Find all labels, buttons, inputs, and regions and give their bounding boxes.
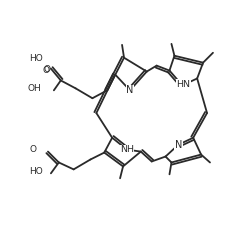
- Text: O: O: [42, 66, 49, 75]
- Text: HO: HO: [29, 54, 43, 63]
- Text: O: O: [29, 145, 37, 154]
- Text: OH: OH: [27, 84, 41, 93]
- Text: N: N: [174, 140, 181, 150]
- Text: HO: HO: [29, 167, 43, 176]
- Text: O: O: [43, 65, 50, 74]
- Text: N: N: [126, 85, 133, 95]
- Text: HN: HN: [176, 80, 190, 89]
- Text: NH: NH: [119, 145, 134, 154]
